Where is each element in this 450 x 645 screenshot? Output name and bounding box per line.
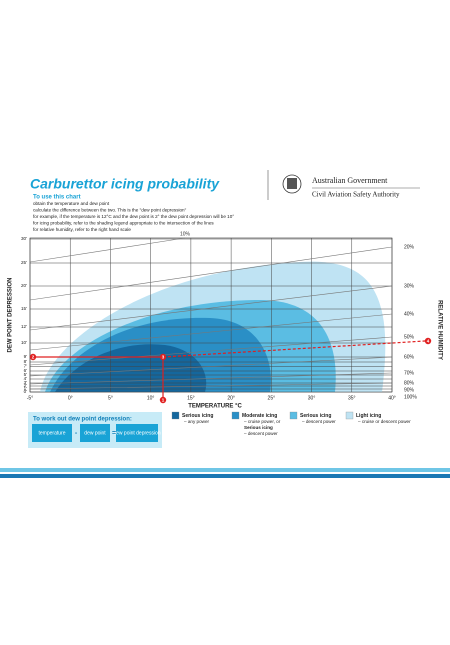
x-tick-label: 25° (268, 395, 276, 401)
x-tick-label: 5° (108, 395, 113, 401)
instructions-heading: To use this chart (33, 195, 81, 201)
y-tick-label: 6' (24, 368, 28, 373)
formula-term-box (116, 424, 158, 442)
formula-term-box (80, 424, 110, 442)
marker (29, 353, 37, 361)
legend-swatch (231, 411, 240, 420)
instructions: obtain the temperature and dew point calc… (33, 201, 234, 232)
x-tick-label: -5° (27, 395, 33, 401)
x-tick-label: 40° (388, 395, 396, 401)
marker-label: 4 (427, 338, 430, 343)
x-axis-title: TEMPERATURE °C (188, 404, 242, 410)
y-tick-label: 25' (21, 260, 27, 265)
legend-desc: Serious icing (244, 425, 273, 430)
instruction: for relative humidity, refer to the righ… (33, 227, 131, 232)
y-tick-label: 3' (24, 380, 28, 385)
rh-line-label: 10% (180, 231, 191, 237)
y-tick-label: 5' (24, 372, 28, 377)
footer-stripe (0, 468, 450, 472)
y-tick-label: 8' (24, 359, 28, 364)
legend-desc: – any power (184, 419, 209, 424)
instruction: for example, if the temperature is 12°C … (33, 214, 234, 219)
formula: temperature dew point dew point depression… (32, 424, 161, 442)
legend-swatch (345, 411, 354, 420)
legend-title: Moderate icing (242, 413, 277, 419)
example-lines (30, 340, 426, 400)
logo-line: Australian Government (312, 176, 388, 185)
legend-title: Serious icing (300, 413, 331, 419)
formula-term: dew point (84, 430, 106, 436)
legend-swatch (289, 411, 298, 420)
formula-op: = (112, 430, 116, 437)
formula-term-box (32, 424, 72, 442)
rh-tick-label: 100% (404, 394, 417, 400)
y-tick-label: 10' (21, 340, 27, 345)
rh-tick-label: 60% (404, 354, 415, 360)
marker-label: 1 (162, 397, 165, 402)
x-tick-label: 10° (147, 395, 155, 401)
instruction: for icing probability, refer to the shad… (33, 221, 214, 226)
instruction: obtain the temperature and dew point (33, 201, 110, 206)
marker-label: 2 (32, 354, 35, 359)
y-tick-label: 12' (21, 324, 27, 329)
y-tick-label: 9' (24, 354, 28, 359)
rh-tick-label: 80% (404, 380, 415, 386)
title: Carburettor icing probability (30, 176, 220, 192)
x-tick-label: 30° (308, 395, 316, 401)
rh-tick-label: 70% (404, 370, 415, 376)
y-tick-label: 4' (24, 376, 28, 381)
instruction: calculate the difference between the two… (33, 208, 187, 213)
x-tick-label: 35° (348, 395, 356, 401)
y-tick-label: 15' (21, 306, 27, 311)
x-tick-label: 0° (68, 395, 73, 401)
rh-tick-label: 30% (404, 283, 415, 289)
rh-tick-label: 20% (404, 244, 415, 250)
y-axis-title: DEW POINT DEPRESSION (8, 277, 14, 352)
y-tick-label: 7' (24, 364, 28, 369)
formula-term: temperature (39, 430, 66, 436)
x-tick-label: 20° (227, 395, 235, 401)
legend-desc: – cruise power, or (244, 419, 281, 424)
crest (282, 174, 302, 194)
legend-desc: – descent power (302, 419, 336, 424)
y-tick-label: 30' (21, 236, 27, 241)
rh-tick-label: 40% (404, 311, 415, 317)
legend-desc: – cruise or descent power (358, 419, 411, 424)
rh-tick-label: 90% (404, 387, 415, 393)
rh-tick-label: 50% (404, 334, 415, 340)
legend-desc: – descent power (244, 431, 278, 436)
rh-axis-title: RELATIVE HUMIDITY (436, 300, 442, 360)
legend-title: Light icing (356, 413, 381, 419)
formula-heading: To work out dew point depression: (33, 417, 132, 423)
marker (159, 396, 167, 404)
legend-title: Serious icing (182, 413, 213, 419)
formula-op: - (75, 430, 78, 437)
y-tick-label: 20' (21, 283, 27, 288)
y-tick-label: 0' (24, 389, 28, 394)
y-tick-label: 2' (24, 383, 28, 388)
logo-line: Civil Aviation Safety Authority (312, 191, 400, 199)
plot: 10% (29, 231, 426, 400)
footer-stripe (0, 474, 450, 478)
legend-swatch (171, 411, 180, 420)
rh-lines (29, 237, 393, 390)
markers: 1 2 3 4 (29, 337, 432, 404)
marker (159, 353, 167, 361)
marker-label: 3 (162, 354, 165, 359)
y-tick-label: 1' (24, 386, 28, 391)
formula-term: dew point depression (113, 430, 160, 436)
marker (424, 337, 432, 345)
x-tick-label: 15° (187, 395, 195, 401)
